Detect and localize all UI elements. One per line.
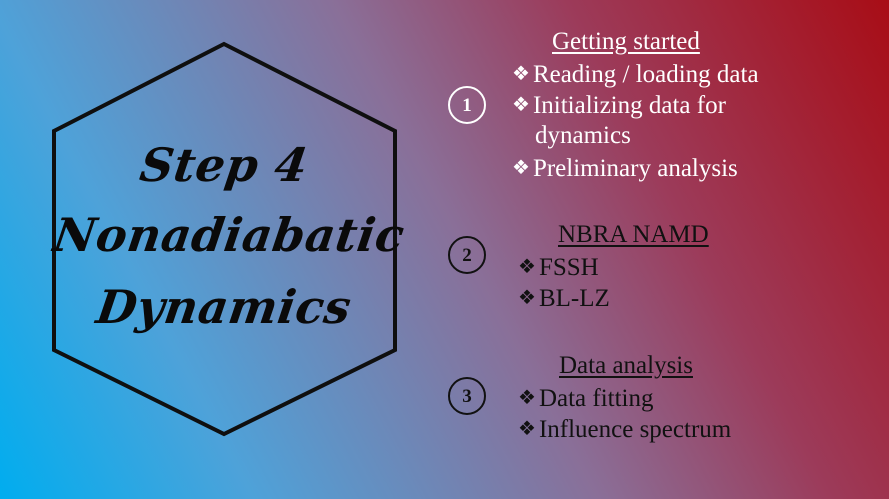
- list-item-label: FSSH: [538, 254, 599, 281]
- diamond-bullet-icon: ❖: [518, 385, 536, 409]
- diamond-bullet-icon: ❖: [512, 61, 530, 85]
- diamond-bullet-icon: ❖: [518, 416, 536, 440]
- step-number-circle-2: 2: [448, 236, 486, 274]
- list-item: ❖ Initializing data for: [512, 89, 726, 121]
- list-item-continuation: dynamics: [535, 122, 631, 149]
- section-heading: Getting started: [552, 28, 700, 55]
- diamond-bullet-icon: ❖: [518, 285, 536, 309]
- list-item-label: Influence spectrum: [538, 416, 732, 443]
- list-item-label: BL-LZ: [538, 285, 610, 312]
- title-line-3: Dynamics: [93, 280, 355, 334]
- list-item: ❖ Preliminary analysis: [512, 152, 738, 184]
- section-heading: Data analysis: [559, 352, 693, 379]
- list-item-label: Reading / loading data: [532, 61, 759, 88]
- list-item: ❖ Influence spectrum: [518, 413, 731, 445]
- diamond-bullet-icon: ❖: [512, 92, 530, 116]
- diamond-bullet-icon: ❖: [518, 254, 536, 278]
- list-item: ❖ Reading / loading data: [512, 58, 759, 90]
- step-number-circle-3: 3: [448, 377, 486, 415]
- section-heading: NBRA NAMD: [558, 221, 709, 248]
- list-item-label: Preliminary analysis: [532, 155, 738, 182]
- diamond-bullet-icon: ❖: [512, 155, 530, 179]
- list-item-label: Initializing data for: [532, 92, 726, 119]
- list-item: ❖ BL-LZ: [518, 282, 610, 314]
- title-line-1: Step 4: [136, 138, 312, 192]
- list-item-label: Data fitting: [538, 385, 654, 412]
- list-item: ❖ Data fitting: [518, 382, 654, 414]
- title-line-2: Nonadiabatic: [50, 208, 408, 262]
- list-item: ❖ FSSH: [518, 251, 599, 283]
- step-number-circle-1: 1: [448, 86, 486, 124]
